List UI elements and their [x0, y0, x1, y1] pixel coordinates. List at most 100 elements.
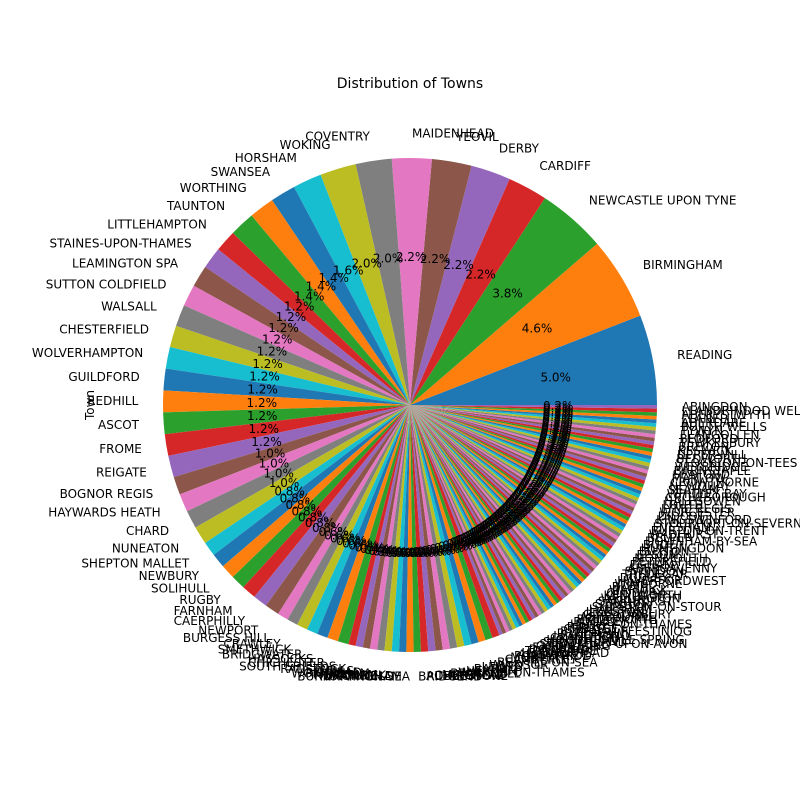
slice-name: NOTTINGHAM — [320, 670, 402, 684]
pie-slice — [176, 305, 410, 405]
slice-name: BARNSTAPLE — [674, 464, 751, 478]
slice-percentage: 0.2% — [471, 525, 502, 539]
slice-percentage: 0.2% — [538, 436, 569, 450]
slice-percentage: 1.2% — [249, 370, 280, 384]
pie-slice — [179, 405, 410, 512]
slice-percentage: 0.2% — [461, 530, 492, 544]
pie-slice — [410, 405, 623, 534]
slice-percentage: 0.2% — [451, 535, 482, 549]
slice-percentage: 0.2% — [482, 518, 513, 532]
pie-slice — [205, 249, 410, 405]
slice-percentage: 1.4% — [294, 289, 325, 303]
slice-percentage: 0.2% — [532, 455, 563, 469]
slice-percentage: 1.2% — [249, 422, 280, 436]
slice-percentage: 0.2% — [535, 444, 566, 458]
pie-slice — [410, 405, 651, 464]
slice-name: UPPER-MILL — [677, 448, 748, 462]
slice-name: HALESOWEN — [664, 495, 741, 509]
slice-percentage: 1.0% — [269, 476, 300, 490]
slice-percentage: 0.2% — [484, 517, 515, 531]
slice-name: HUNTINGDON — [641, 541, 725, 555]
slice-name: SOLIHULL — [151, 581, 210, 595]
slice-percentage: 0.2% — [506, 496, 537, 510]
pie-slice — [377, 405, 410, 651]
pie-slice — [205, 405, 410, 555]
pie-slice — [410, 405, 657, 431]
slice-name: MORPETH — [510, 651, 569, 665]
slice-name: MATLOCK — [329, 669, 387, 683]
slice-percentage: 0.2% — [512, 489, 543, 503]
slice-name: BRACKNELL — [450, 667, 521, 681]
slice-name: WORTHING — [180, 181, 247, 195]
pie-slice — [168, 405, 410, 478]
pie-slice — [410, 405, 639, 502]
slice-percentage: 0.2% — [518, 480, 549, 494]
pie-slice — [195, 405, 410, 543]
pie-slice — [164, 405, 410, 456]
pie-slice — [410, 405, 539, 618]
slice-percentage: 0.2% — [449, 536, 480, 550]
pie-slice — [410, 405, 633, 515]
pie-slice — [410, 405, 654, 449]
slice-name: HENLEY-ON-THAMES — [570, 618, 692, 632]
pie-slice — [410, 405, 650, 471]
slice-percentage: 0.2% — [459, 531, 490, 545]
pie-slice — [410, 405, 563, 602]
pie-slice — [410, 405, 638, 505]
pie-slice — [410, 405, 583, 585]
slice-percentage: 0.2% — [527, 465, 558, 479]
pie-slice — [410, 405, 530, 624]
slice-name: CAERPHILLY — [174, 614, 246, 628]
slice-name: DERBY — [499, 141, 540, 155]
pie-slice — [410, 405, 517, 630]
pie-slice — [165, 346, 410, 405]
slice-percentage: 1.2% — [276, 310, 307, 324]
pie-slice — [410, 405, 523, 627]
pie-slice — [410, 405, 560, 604]
slice-percentage: 0.4% — [425, 543, 456, 557]
pie-slice — [272, 186, 410, 405]
slice-name: RADSTOCK — [280, 662, 347, 676]
pie-slice — [410, 405, 627, 528]
slice-name: DIDCOT — [658, 509, 706, 523]
slice-name: WIMBORNE — [615, 577, 683, 591]
slice-name: LLANDUDNO — [553, 629, 630, 643]
slice-name: LLANELLI — [681, 412, 736, 426]
slice-name: GUILDFORD — [68, 370, 139, 384]
slice-name: PORTHCAWL — [557, 627, 632, 641]
pie-slice — [355, 158, 410, 405]
pie-slice — [369, 405, 410, 650]
slice-name: HAILSHAM — [589, 603, 652, 617]
chart-title: Distribution of Towns — [337, 76, 483, 92]
slice-name: DOWNHAM-BY-SEA — [645, 534, 758, 548]
slice-name: KESWICK — [678, 444, 734, 458]
slice-percentage: 0.4% — [404, 546, 435, 560]
slice-name: LLANDRINDOD WELLS — [682, 404, 800, 418]
slice-percentage: 0.2% — [524, 471, 555, 485]
slice-name: LOUTH — [663, 498, 704, 512]
slice-percentage: 0.2% — [543, 399, 574, 413]
slice-name: WELLS — [314, 664, 354, 678]
slice-name: GODALMING — [536, 639, 611, 653]
slice-name-labels: READING BIRMINGHAM NEWCASTLE UPON TYNE CARD… — [32, 126, 800, 683]
pie-slice — [410, 405, 585, 583]
slice-percentage: 0.2% — [453, 534, 484, 548]
slice-percentage: 0.4% — [364, 543, 395, 557]
slice-percentage: 3.8% — [492, 287, 523, 301]
slice-name: SANDHURST — [598, 594, 674, 608]
pie-slice — [410, 405, 629, 525]
pie-slice — [410, 405, 580, 588]
pie-slice — [410, 405, 635, 512]
slice-name: CHERTSEY — [563, 622, 626, 636]
slice-percentage: 1.2% — [251, 435, 282, 449]
pie-slice — [410, 405, 533, 622]
pie-slice — [327, 405, 410, 642]
slice-name: STAINES-UPON-THAMES — [50, 236, 192, 250]
pie-slice — [410, 405, 503, 636]
slice-name: SWINDON — [625, 565, 685, 579]
pie-slice — [348, 405, 410, 646]
pie-slice — [410, 405, 593, 575]
slice-name: LLANGOLLEN — [680, 428, 760, 442]
slice-name: CARDIFF — [539, 159, 591, 173]
